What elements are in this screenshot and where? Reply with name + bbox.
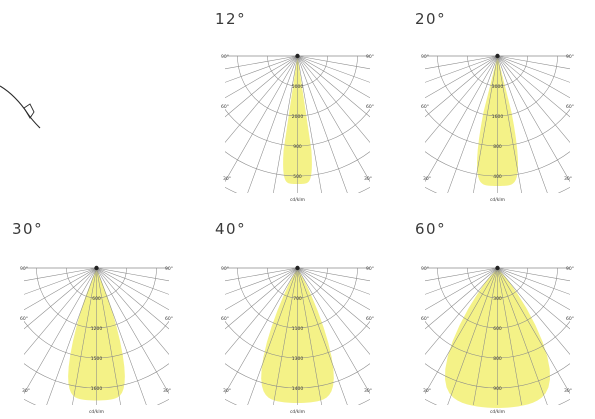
polar-diagram-12: 90° 90° 60° 60° 30° 30° 5000 2000 900 500 cd/klm: [215, 48, 380, 203]
beam-label-12: 12°: [215, 10, 247, 28]
angle-label-upper-left: 60°: [221, 316, 229, 322]
beam-label-40: 40°: [215, 220, 247, 238]
angle-label-upper-left: 60°: [20, 316, 28, 322]
angle-label-top-left: 90°: [421, 54, 429, 60]
polar-diagram-40: 90° 90° 60° 60° 30° 30° 700 1100 1300 1400 cd/klm: [215, 260, 380, 415]
polar-diagram-svg: 90° 90° 60° 60° 30° 30° 3000 1600 800 400 cd/klm: [421, 53, 574, 203]
lux-value: 1600: [91, 386, 103, 392]
lux-value: 2000: [292, 114, 304, 120]
lux-value: 1400: [292, 386, 304, 392]
lux-value: 600: [92, 296, 101, 302]
angle-label-top-left: 90°: [221, 54, 229, 60]
angle-label-upper-left: 60°: [421, 316, 429, 322]
lux-value: 1300: [292, 356, 304, 362]
angle-label-lower-right: 30°: [364, 388, 372, 394]
angle-label-upper-right: 60°: [566, 104, 574, 110]
polar-grid: [425, 55, 570, 193]
unit-label: cd/klm: [490, 409, 505, 415]
unit-label: cd/klm: [89, 409, 104, 415]
lux-value: 900: [293, 144, 302, 150]
angle-label-lower-left: 30°: [223, 388, 231, 394]
angle-label-top-right: 90°: [165, 266, 173, 272]
angle-label-lower-right: 30°: [564, 176, 572, 182]
lux-value: 500: [293, 174, 302, 180]
polar-grid: [425, 267, 570, 405]
polar-grid: [225, 267, 370, 405]
lux-value: 3000: [492, 84, 504, 90]
angle-label-top-right: 90°: [366, 266, 374, 272]
lux-value: 900: [493, 386, 502, 392]
beam-label-30: 30°: [12, 220, 44, 238]
angle-label-top-right: 90°: [566, 54, 574, 60]
angle-label-lower-left: 30°: [223, 176, 231, 182]
unit-label: cd/klm: [290, 409, 305, 415]
lux-value: 1600: [492, 114, 504, 120]
lux-value: 300: [493, 296, 502, 302]
angle-label-upper-left: 60°: [221, 104, 229, 110]
source-point: [94, 265, 99, 271]
polar-diagram-60: 90° 90° 60° 60° 30° 30° 300 600 800 900 cd/klm: [415, 260, 580, 415]
polar-grid: [225, 55, 370, 193]
unit-label: cd/klm: [290, 197, 305, 203]
angle-label-upper-left: 60°: [421, 104, 429, 110]
angle-label-lower-right: 30°: [564, 388, 572, 394]
angle-label-upper-right: 60°: [366, 104, 374, 110]
polar-diagram-30: 90° 90° 60° 60° 30° 30° 600 1200 1500 1600 cd/klm: [14, 260, 179, 415]
unit-label: cd/klm: [490, 197, 505, 203]
lux-value: 800: [493, 144, 502, 150]
polar-diagram-svg: 90° 90° 60° 60° 30° 30° 5000 2000 900 500 cd/klm: [221, 53, 374, 203]
source-point: [295, 265, 300, 271]
angle-label-lower-left: 30°: [423, 388, 431, 394]
lamp-sketch-icon: [0, 78, 44, 134]
source-point: [495, 53, 500, 59]
angle-label-lower-right: 30°: [364, 176, 372, 182]
angle-label-upper-right: 60°: [366, 316, 374, 322]
angle-label-lower-left: 30°: [423, 176, 431, 182]
lux-value: 600: [493, 326, 502, 332]
angle-label-top-left: 90°: [221, 266, 229, 272]
polar-diagram-svg: 90° 90° 60° 60° 30° 30° 700 1100 1300 1400 cd/klm: [221, 265, 374, 415]
angle-label-top-right: 90°: [566, 266, 574, 272]
lux-value: 700: [293, 296, 302, 302]
beam-label-20: 20°: [415, 10, 447, 28]
lux-value: 1200: [91, 326, 103, 332]
polar-diagram-svg: 90° 90° 60° 60° 30° 30° 300 600 800 900 cd/klm: [421, 265, 574, 415]
lux-value: 800: [493, 356, 502, 362]
angle-label-upper-right: 60°: [165, 316, 173, 322]
lux-value: 1500: [91, 356, 103, 362]
angle-label-lower-left: 30°: [22, 388, 30, 394]
source-point: [495, 265, 500, 271]
lux-value: 5000: [292, 84, 304, 90]
lux-value: 400: [493, 174, 502, 180]
polar-grid: [24, 267, 169, 405]
angle-label-top-right: 90°: [366, 54, 374, 60]
angle-label-top-left: 90°: [20, 266, 28, 272]
polar-diagram-20: 90° 90° 60° 60° 30° 30° 3000 1600 800 400 cd/klm: [415, 48, 580, 203]
beam-label-60: 60°: [415, 220, 447, 238]
angle-label-upper-right: 60°: [566, 316, 574, 322]
angle-label-top-left: 90°: [421, 266, 429, 272]
source-point: [295, 53, 300, 59]
polar-diagram-svg: 90° 90° 60° 60° 30° 30° 600 1200 1500 1600 cd/klm: [20, 265, 173, 415]
lux-value: 1100: [292, 326, 304, 332]
angle-label-lower-right: 30°: [163, 388, 171, 394]
